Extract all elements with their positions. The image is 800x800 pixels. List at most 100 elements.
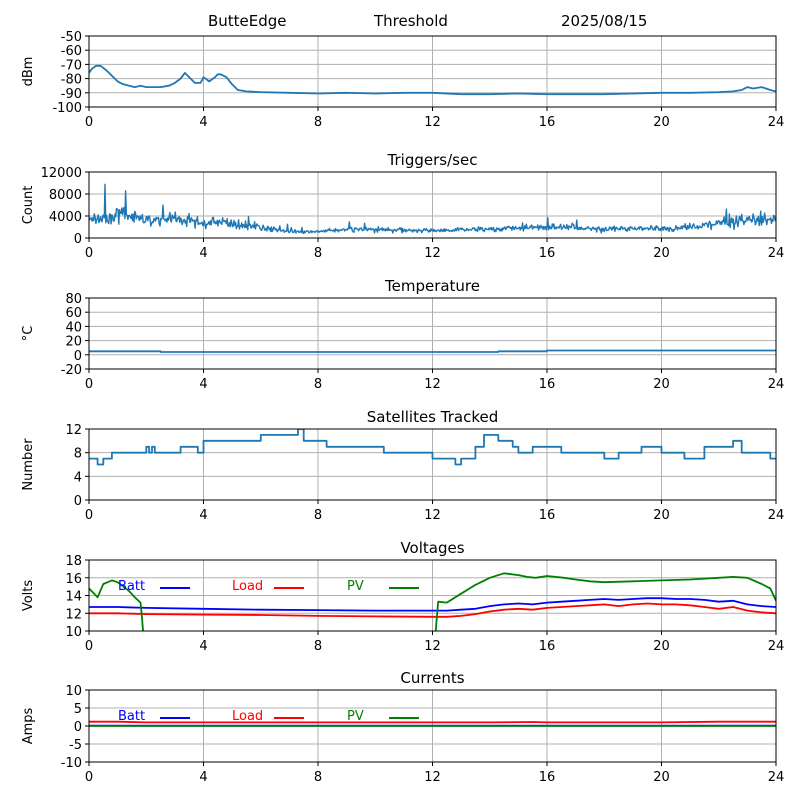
header: ButteEdge Threshold 2025/08/15 (208, 12, 647, 30)
y-tick-label: 0 (74, 232, 82, 247)
y-tick-label: 10 (65, 684, 82, 699)
y-tick-label: 0 (74, 349, 82, 364)
header-mode: Threshold (373, 12, 448, 30)
series-group (89, 349, 776, 353)
x-tick-label: 16 (539, 770, 556, 785)
panel-4: 0 4 8 12 16 20 24 10 12 14 16 18 Voltages Volts Batt Lo… (21, 539, 784, 654)
y-tick-label: 5 (74, 702, 82, 717)
panel-3: 0 4 8 12 16 20 24 0 4 8 12 Satellites Tracked Number (21, 408, 784, 523)
y-tick-label: -90 (61, 87, 82, 102)
series-group (89, 720, 776, 727)
y-axis-label: Number (21, 438, 36, 491)
y-tick-label: 18 (65, 554, 82, 569)
y-tick-label: -10 (61, 756, 82, 771)
series-line-0 (89, 64, 776, 96)
x-tick-label: 20 (653, 377, 670, 392)
plot-frame (88, 171, 777, 239)
plot-frame (88, 559, 777, 632)
x-tick-label: 0 (85, 246, 93, 261)
x-tick-label: 16 (539, 115, 556, 130)
y-axis-label: Amps (21, 707, 36, 744)
y-tick-label: -20 (61, 363, 82, 378)
legend-label-load: Load (232, 709, 263, 724)
x-tick-label: 8 (314, 508, 322, 523)
x-tick-label: 24 (768, 246, 785, 261)
x-tick-label: 16 (539, 508, 556, 523)
y-tick-label: 14 (65, 590, 82, 605)
x-tick-label: 12 (424, 508, 441, 523)
y-tick-label: 4 (74, 470, 82, 485)
header-station: ButteEdge (208, 12, 287, 30)
series-group (89, 429, 776, 466)
x-tick-label: 4 (199, 115, 207, 130)
y-tick-label: -60 (61, 44, 82, 59)
y-tick-label: 10 (65, 625, 82, 640)
y-tick-label: 12 (65, 607, 82, 622)
x-tick-label: 8 (314, 246, 322, 261)
x-tick-label: 12 (424, 246, 441, 261)
x-tick-label: 24 (768, 377, 785, 392)
y-axis-label: dBm (21, 57, 36, 87)
plot-frame (88, 689, 777, 763)
panel-title: Satellites Tracked (367, 408, 498, 426)
y-tick-label: -5 (69, 738, 82, 753)
x-tick-label: 12 (424, 639, 441, 654)
y-tick-label: 60 (65, 306, 82, 321)
x-tick-label: 4 (199, 508, 207, 523)
series-line-batt (89, 597, 776, 612)
x-tick-label: 20 (653, 770, 670, 785)
y-tick-label: -80 (61, 73, 82, 88)
x-tick-label: 8 (314, 770, 322, 785)
x-tick-label: 24 (768, 770, 785, 785)
x-tick-label: 0 (85, 377, 93, 392)
x-tick-label: 24 (768, 115, 785, 130)
series-line-pv (89, 572, 776, 631)
series-group (89, 572, 776, 631)
y-tick-label: 12 (65, 423, 82, 438)
x-tick-label: 16 (539, 246, 556, 261)
y-tick-label: 80 (65, 292, 82, 307)
y-axis-label: Volts (21, 580, 36, 612)
series-line-load (89, 602, 776, 618)
x-tick-label: 12 (424, 115, 441, 130)
header-date: 2025/08/15 (561, 12, 647, 30)
x-tick-label: 0 (85, 115, 93, 130)
y-tick-label: 8000 (49, 188, 82, 203)
y-tick-label: -70 (61, 58, 82, 73)
x-tick-label: 4 (199, 770, 207, 785)
x-tick-label: 20 (653, 508, 670, 523)
x-tick-label: 0 (85, 639, 93, 654)
y-tick-label: 40 (65, 320, 82, 335)
plot-frame (88, 428, 777, 501)
series-line-0 (89, 183, 776, 235)
legend-label-batt: Batt (118, 709, 145, 724)
x-tick-label: 12 (424, 770, 441, 785)
panel-title: Currents (400, 669, 464, 687)
y-tick-label: -50 (61, 30, 82, 45)
legend-label-batt: Batt (118, 579, 145, 594)
y-tick-label: 12000 (41, 166, 82, 181)
panel-1: 0 4 8 12 16 20 24 0 4000 8000 12000 Triggers/sec Cou… (21, 151, 784, 261)
x-tick-label: 20 (653, 639, 670, 654)
series-group (89, 183, 776, 235)
x-tick-label: 4 (199, 639, 207, 654)
y-axis-label: °C (21, 326, 36, 342)
panel-title: Temperature (384, 277, 480, 295)
x-tick-label: 20 (653, 115, 670, 130)
y-tick-label: 20 (65, 335, 82, 350)
x-tick-label: 16 (539, 377, 556, 392)
x-tick-label: 4 (199, 377, 207, 392)
panel-5: 0 4 8 12 16 20 24 -10 -5 0 5 10 Currents Amps Batt Load… (21, 669, 784, 785)
x-tick-label: 24 (768, 639, 785, 654)
y-axis-label: Count (21, 186, 36, 225)
plot-frame (88, 297, 777, 370)
series-line-0 (89, 349, 776, 353)
x-tick-label: 0 (85, 770, 93, 785)
series-line-0 (89, 429, 776, 466)
x-tick-label: 20 (653, 246, 670, 261)
x-tick-label: 4 (199, 246, 207, 261)
legend-label-pv: PV (347, 709, 364, 724)
series-group (89, 64, 776, 96)
